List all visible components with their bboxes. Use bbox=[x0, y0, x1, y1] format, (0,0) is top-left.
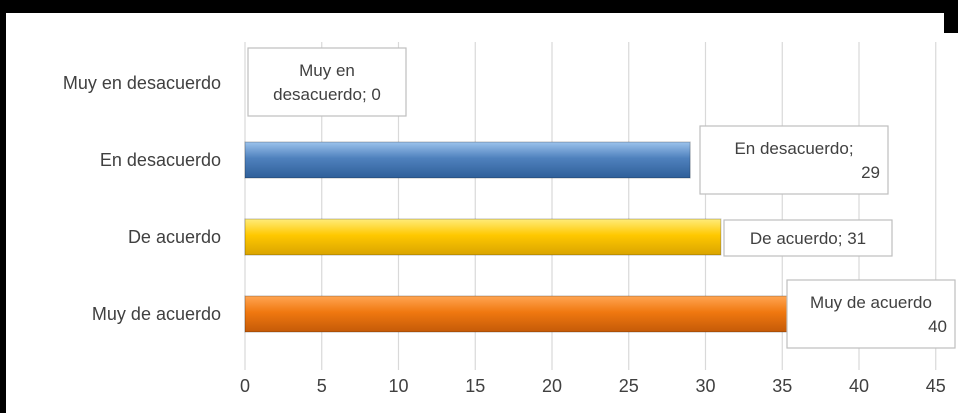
x-tick-label-40: 40 bbox=[849, 376, 869, 396]
bar-4 bbox=[245, 296, 859, 332]
data-label-text-4-2: 40 bbox=[928, 317, 947, 336]
x-tick-label-15: 15 bbox=[465, 376, 485, 396]
data-label-box-2 bbox=[700, 126, 888, 194]
data-label-text-1-2: desacuerdo; 0 bbox=[273, 85, 381, 104]
data-label-text-1-1: Muy en bbox=[299, 61, 355, 80]
data-label-box-4 bbox=[787, 280, 955, 348]
x-tick-label-10: 10 bbox=[388, 376, 408, 396]
data-label-text-2-2: 29 bbox=[861, 163, 880, 182]
x-tick-label-45: 45 bbox=[926, 376, 946, 396]
category-label-3: De acuerdo bbox=[128, 227, 221, 247]
x-tick-label-5: 5 bbox=[317, 376, 327, 396]
category-label-4: Muy de acuerdo bbox=[92, 304, 221, 324]
data-label-box-1 bbox=[248, 48, 406, 116]
data-label-2: En desacuerdo; 29 bbox=[700, 126, 888, 194]
data-label-text-3-1: De acuerdo; 31 bbox=[750, 229, 866, 248]
x-tick-label-0: 0 bbox=[240, 376, 250, 396]
x-tick-label-35: 35 bbox=[772, 376, 792, 396]
bar-3 bbox=[245, 219, 721, 255]
x-tick-label-25: 25 bbox=[619, 376, 639, 396]
data-label-4: Muy de acuerdo 40 bbox=[787, 280, 955, 348]
category-label-1: Muy en desacuerdo bbox=[63, 73, 221, 93]
x-tick-label-30: 30 bbox=[695, 376, 715, 396]
category-label-2: En desacuerdo bbox=[100, 150, 221, 170]
data-label-text-4-1: Muy de acuerdo bbox=[810, 293, 932, 312]
x-tick-label-20: 20 bbox=[542, 376, 562, 396]
data-label-text-2-1: En desacuerdo; bbox=[734, 139, 853, 158]
data-label-1: Muy en desacuerdo; 0 bbox=[248, 48, 406, 116]
data-label-3: De acuerdo; 31 bbox=[724, 220, 892, 256]
bar-2 bbox=[245, 142, 690, 178]
